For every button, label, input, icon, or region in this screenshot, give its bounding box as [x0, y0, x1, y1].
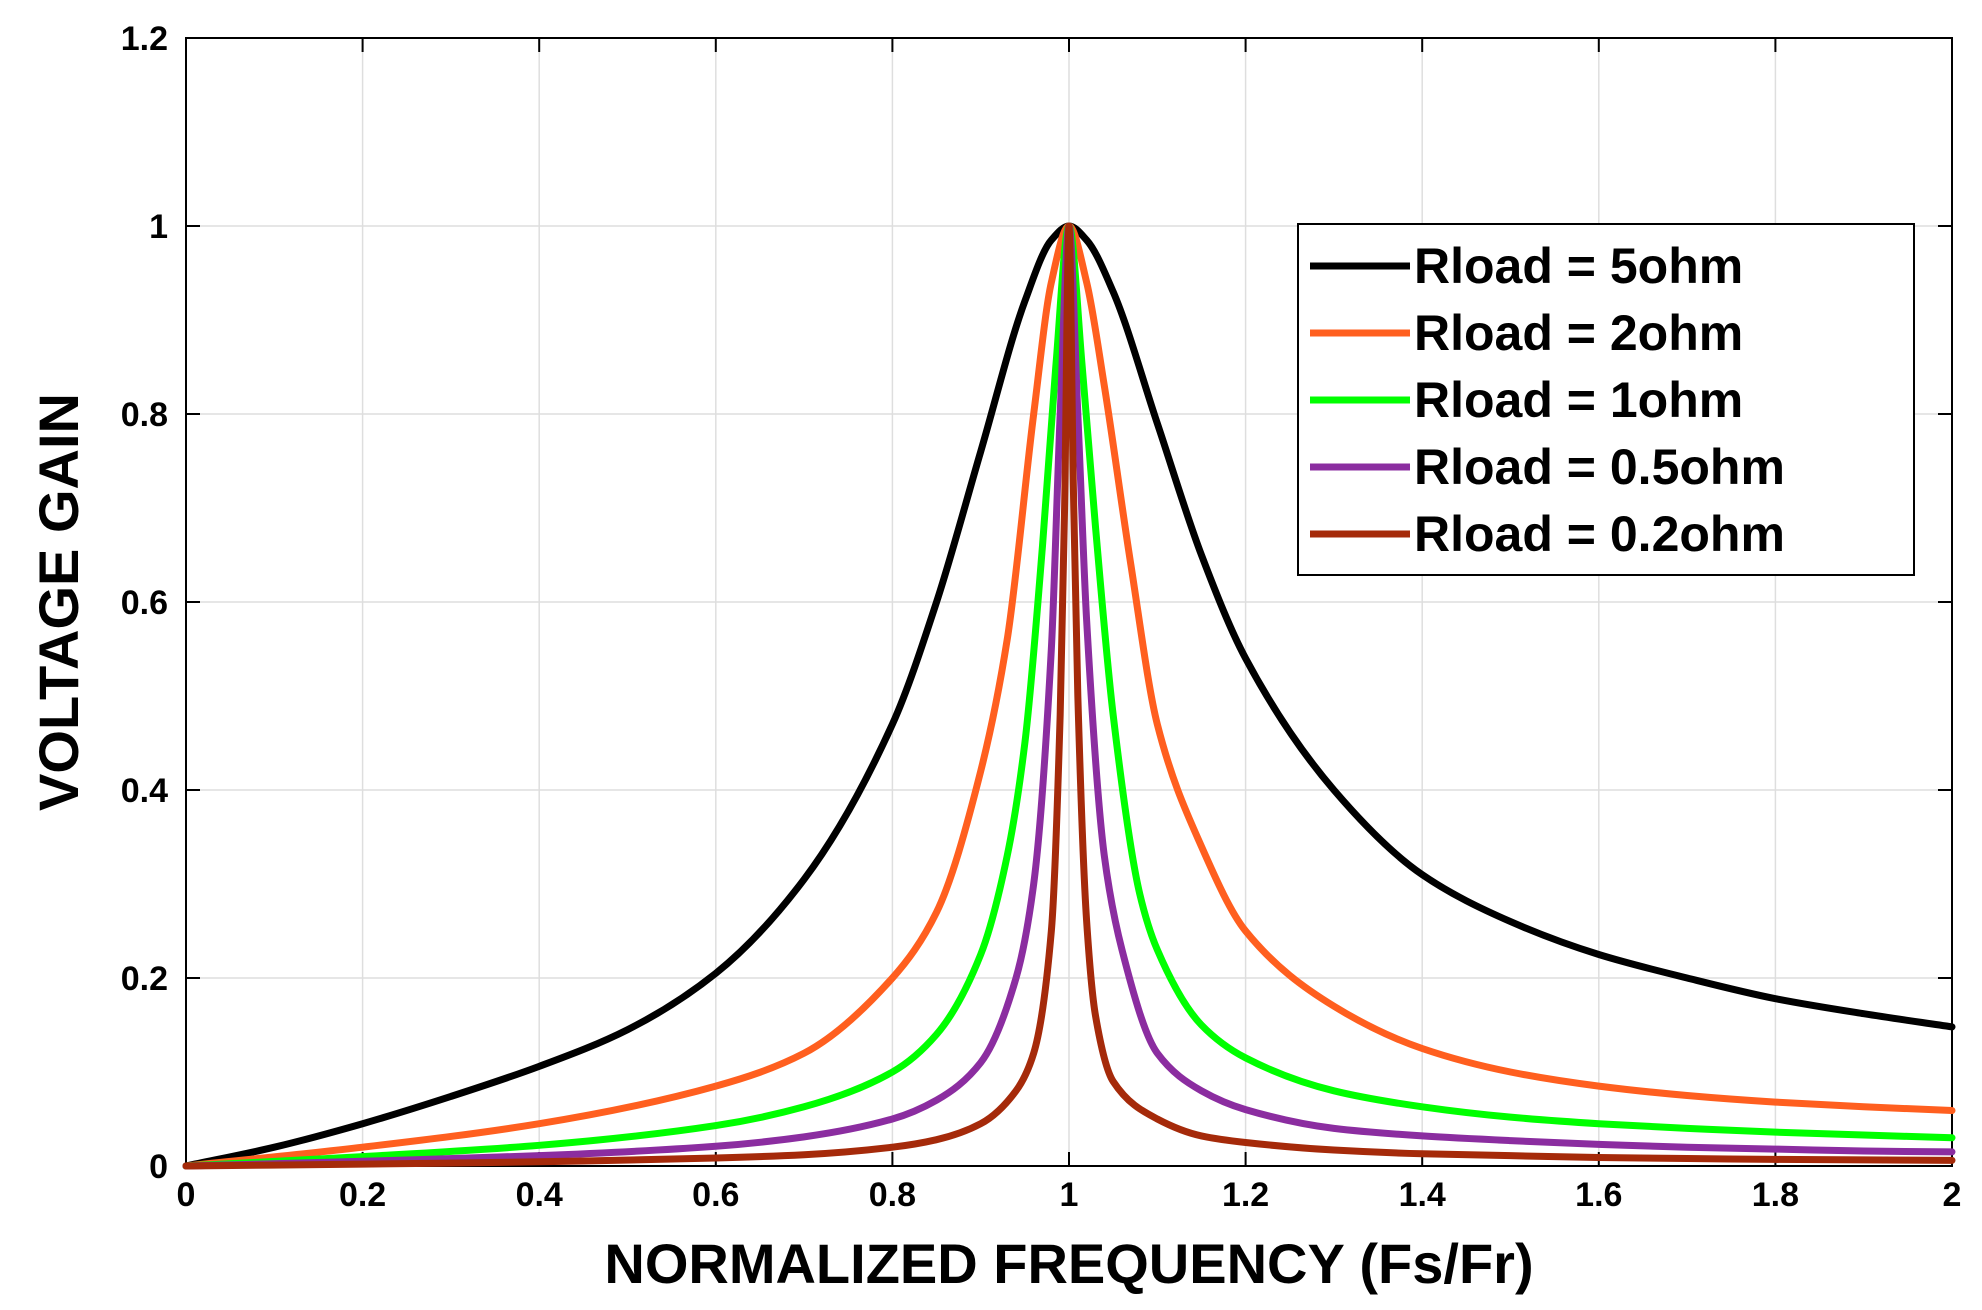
series-line-1 — [182, 222, 1956, 1170]
legend: Rload = 5ohm Rload = 2ohm Rload = 1ohm Rloa… — [1297, 223, 1915, 576]
series-line-3 — [182, 222, 1956, 1170]
y-axis-ticks: 0 0.2 0.4 0.6 0.8 1 1.2 — [121, 20, 1952, 1186]
x-tick-label: 1.8 — [1752, 1176, 1799, 1214]
y-tick-label: 0.6 — [121, 584, 168, 622]
x-tick-label: 0.4 — [516, 1176, 563, 1214]
legend-label-1: Rload = 2ohm — [1414, 305, 1743, 361]
y-tick-label: 0.4 — [121, 772, 168, 810]
x-tick-label: 1.2 — [1222, 1176, 1269, 1214]
series-lines — [182, 222, 1956, 1170]
y-tick-label: 1.2 — [121, 20, 168, 58]
y-tick-label: 0.8 — [121, 396, 168, 434]
x-tick-label: 0.6 — [692, 1176, 739, 1214]
y-tick-label: 1 — [149, 208, 168, 246]
legend-label-2: Rload = 1ohm — [1414, 372, 1743, 428]
x-tick-label: 1.6 — [1575, 1176, 1622, 1214]
series-line-4 — [182, 222, 1956, 1170]
x-tick-label: 0.8 — [869, 1176, 916, 1214]
x-tick-label: 0 — [177, 1176, 196, 1214]
x-tick-label: 1.4 — [1399, 1176, 1446, 1214]
y-tick-label: 0 — [149, 1148, 168, 1186]
legend-label-3: Rload = 0.5ohm — [1414, 439, 1785, 495]
series-line-2 — [182, 222, 1956, 1170]
x-axis-title: NORMALIZED FREQUENCY (Fs/Fr) — [604, 1232, 1533, 1295]
x-tick-label: 1 — [1060, 1176, 1079, 1214]
x-tick-label: 2 — [1943, 1176, 1962, 1214]
legend-label-0: Rload = 5ohm — [1414, 238, 1743, 294]
y-axis-title: VOLTAGE GAIN — [27, 393, 90, 811]
x-axis-ticks: 0 0.2 0.4 0.6 0.8 1 1.2 1.4 1.6 1.8 2 — [177, 38, 1962, 1214]
y-tick-label: 0.2 — [121, 960, 168, 998]
x-tick-label: 0.2 — [339, 1176, 386, 1214]
legend-label-4: Rload = 0.2ohm — [1414, 506, 1785, 562]
